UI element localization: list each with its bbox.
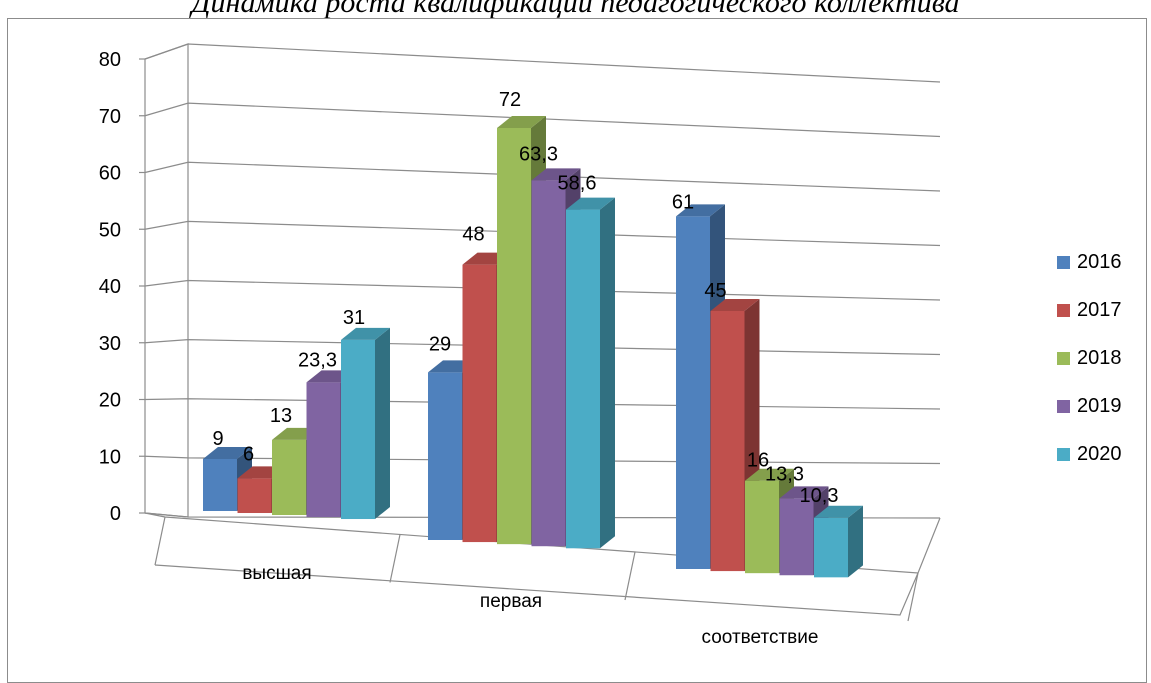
category-label: высшая <box>242 563 311 584</box>
data-label: 31 <box>343 307 365 329</box>
bar-front <box>531 180 566 547</box>
legend-swatch <box>1057 447 1070 461</box>
legend-item: 2017 <box>1057 286 1122 334</box>
bar-top <box>531 168 581 181</box>
data-label: 61 <box>672 191 694 213</box>
category-label: первая <box>480 591 542 612</box>
y-tick-label: 50 <box>99 219 121 241</box>
legend-swatch <box>1057 303 1070 317</box>
bar-top <box>497 115 546 128</box>
y-tick-label: 20 <box>99 390 121 412</box>
legend-swatch <box>1057 399 1070 413</box>
data-label: 72 <box>499 89 521 111</box>
bar-top <box>745 468 794 481</box>
bar-front <box>428 372 462 540</box>
y-tick-label: 0 <box>110 503 121 525</box>
legend-item: 2020 <box>1057 430 1122 478</box>
x-tick-mark <box>154 516 166 566</box>
data-label: 16 <box>747 450 769 472</box>
side-wall <box>144 43 189 518</box>
y-tick-label: 70 <box>99 106 121 128</box>
bar-side <box>600 197 615 549</box>
bar-top <box>341 327 390 340</box>
data-label: 63,3 <box>519 143 558 165</box>
data-label: 10,3 <box>800 485 839 507</box>
x-tick-mark <box>389 534 401 583</box>
legend-label: 2016 <box>1077 250 1122 273</box>
data-label: 23,3 <box>298 349 337 371</box>
bar-front <box>306 382 341 518</box>
chart-title: Динамика роста квалификации педагогическ… <box>191 0 960 19</box>
bar-front <box>341 339 375 520</box>
gridline <box>144 102 941 138</box>
legend-swatch <box>1057 351 1070 365</box>
legend-item: 2019 <box>1057 382 1122 430</box>
bar-side <box>848 505 863 578</box>
legend-label: 2018 <box>1077 346 1122 369</box>
x-tick-mark <box>624 551 636 601</box>
bar-front <box>814 517 848 578</box>
legend-label: 2020 <box>1077 442 1122 465</box>
y-tick-label: 10 <box>99 446 121 468</box>
bar-side <box>375 327 390 520</box>
y-tick-label: 40 <box>99 276 121 298</box>
bar-front <box>745 480 779 574</box>
chart-legend: 2016 2017 2018 2019 2020 <box>1057 238 1122 478</box>
bar-front <box>710 310 745 572</box>
data-label: 6 <box>243 443 254 465</box>
y-tick-label: 80 <box>99 49 121 71</box>
bar-front <box>566 209 600 549</box>
bar-top <box>710 298 760 311</box>
data-label: 29 <box>429 333 451 355</box>
x-tick-mark <box>907 572 919 622</box>
data-label: 45 <box>704 280 726 302</box>
bar-front <box>676 216 710 570</box>
legend-label: 2019 <box>1077 394 1122 417</box>
bar-front <box>203 458 237 511</box>
legend-item: 2016 <box>1057 238 1122 286</box>
bar-top <box>566 197 615 210</box>
bar-front <box>497 127 531 545</box>
data-label: 13 <box>270 405 292 427</box>
bar-2020-первая <box>566 197 615 549</box>
legend-swatch <box>1057 255 1070 269</box>
legend-label: 2017 <box>1077 298 1122 321</box>
data-label: 9 <box>212 428 223 450</box>
bar-top <box>203 446 252 459</box>
bar-top <box>676 204 725 217</box>
bar-front <box>779 498 814 576</box>
bar-top <box>779 486 829 499</box>
y-tick-label: 30 <box>99 333 121 355</box>
y-tick-label: 60 <box>99 163 121 185</box>
x-axis-line <box>154 564 919 616</box>
bar-front <box>462 264 497 543</box>
gridline <box>144 161 941 192</box>
category-label: соответствие <box>702 627 819 648</box>
legend-item: 2018 <box>1057 334 1122 382</box>
data-label: 48 <box>462 224 484 246</box>
data-label: 58,6 <box>558 173 597 195</box>
bar-top <box>814 505 863 518</box>
bar-2020-соответствие <box>814 505 863 578</box>
bar-2019-соответствие <box>779 486 829 576</box>
data-label: 13,3 <box>765 463 804 485</box>
gridline <box>144 43 941 83</box>
bar-2020-высшая <box>341 327 390 520</box>
bar-front <box>272 439 306 516</box>
bar-front <box>237 478 272 514</box>
